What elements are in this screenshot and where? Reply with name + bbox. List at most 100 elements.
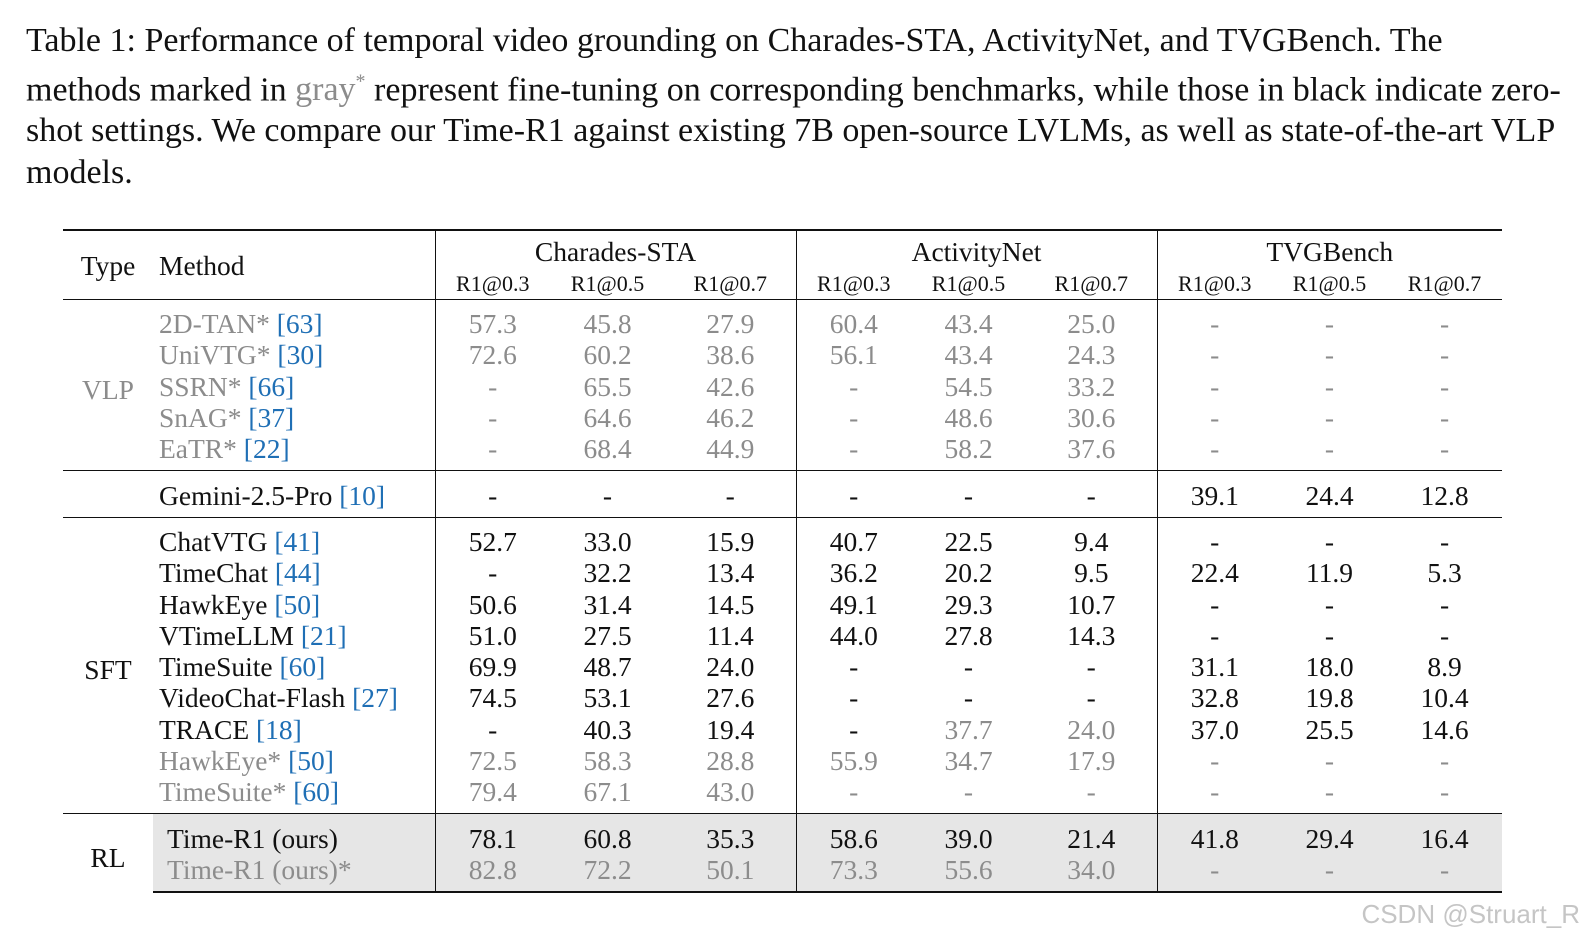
citation-link[interactable]: [50] xyxy=(274,588,321,620)
value-cell: 24.0 xyxy=(1067,713,1116,745)
value-cell: 82.8 xyxy=(434,853,550,894)
value-cell: 50.6 xyxy=(434,588,550,620)
citation-link[interactable]: [22] xyxy=(243,433,290,465)
value-cell: 42.6 xyxy=(706,370,755,402)
method-cell: Gemini-2.5-Pro [10] xyxy=(153,470,435,518)
watermark: CSDN @Struart_R xyxy=(1361,899,1580,929)
value-cell: - xyxy=(795,401,911,434)
value-cell: 74.5 xyxy=(434,682,550,714)
citation-link[interactable]: [18] xyxy=(256,713,302,745)
value-cell: 72.5 xyxy=(434,744,550,777)
value-cell: 48.6 xyxy=(944,402,993,434)
value-cell: - xyxy=(1439,588,1450,620)
method-cell: SnAG* [37] xyxy=(153,402,435,433)
value-cell: 34.0 xyxy=(1026,853,1158,894)
value-cell: 36.2 xyxy=(795,557,911,589)
value-cell: - xyxy=(1156,776,1273,814)
value-cell: 11.4 xyxy=(706,619,754,651)
value-cell: - xyxy=(963,651,974,683)
table-row: TimeChat [44] -32.2 13.4 36.2 20.2 9.5 22.4 11.… xyxy=(63,557,1502,589)
method-cell: TRACE [18] xyxy=(153,714,435,745)
citation-link[interactable]: [63] xyxy=(276,308,323,340)
method-cell: Time-R1 (ours) xyxy=(153,813,435,854)
value-cell: - xyxy=(1387,853,1503,894)
value-cell: 53.1 xyxy=(583,682,632,714)
value-cell: 9.5 xyxy=(1074,557,1109,589)
value-cell: 16.4 xyxy=(1387,813,1503,854)
value-cell: - xyxy=(1324,402,1335,434)
value-cell: - xyxy=(795,433,911,471)
citation-link[interactable]: [21] xyxy=(300,619,347,651)
value-cell: 18.0 xyxy=(1305,651,1354,683)
value-cell: 78.1 xyxy=(434,813,550,854)
method-name: Time-R1 (ours) xyxy=(167,822,338,854)
header-method: Method xyxy=(153,229,435,300)
method-name: ChatVTG xyxy=(159,525,268,557)
value-cell: - xyxy=(1324,339,1335,371)
value-cell: 19.8 xyxy=(1305,682,1354,714)
method-cell: ChatVTG [41] xyxy=(153,516,435,558)
citation-link[interactable]: [27] xyxy=(352,682,398,714)
value-cell: 32.8 xyxy=(1156,682,1273,714)
value-cell: 17.9 xyxy=(1067,745,1116,776)
value-cell: 58.2 xyxy=(944,433,993,465)
value-cell: - xyxy=(1156,853,1273,894)
value-cell: 73.3 xyxy=(795,853,911,894)
value-cell: 27.9 xyxy=(706,308,755,340)
value-cell: 67.1 xyxy=(583,776,632,808)
citation-link[interactable]: [10] xyxy=(339,479,386,511)
citation-link[interactable]: [30] xyxy=(277,339,324,371)
value-cell: 43.4 xyxy=(944,308,993,340)
value-cell: - xyxy=(795,650,911,683)
value-cell: - xyxy=(963,682,974,714)
value-cell: 41.8 xyxy=(1156,813,1273,854)
value-cell: 64.6 xyxy=(583,402,632,434)
value-cell: - xyxy=(1324,776,1335,808)
value-cell: - xyxy=(1324,370,1335,402)
method-cell: TimeChat [44] xyxy=(153,557,435,588)
citation-link[interactable]: [50] xyxy=(288,745,334,776)
value-cell: 51.0 xyxy=(434,619,550,651)
section-type-label xyxy=(63,470,153,518)
citation-link[interactable]: [37] xyxy=(248,402,295,434)
value-cell: 40.3 xyxy=(583,713,632,745)
value-cell: - xyxy=(1324,619,1335,651)
section-type-label: VLP xyxy=(82,373,134,405)
method-cell: 2D-TAN* [63] xyxy=(153,300,435,340)
value-cell: 29.3 xyxy=(944,588,993,620)
value-cell: - xyxy=(1156,339,1273,371)
method-name: VTimeLLM xyxy=(159,619,294,651)
citation-link[interactable]: [41] xyxy=(274,525,321,557)
value-cell: - xyxy=(434,557,550,589)
citation-link[interactable]: [44] xyxy=(274,557,321,589)
method-name: TimeSuite xyxy=(159,651,273,683)
table-row: HawkEye* [50] 72.5 58.3 28.8 55.9 34.7 17.9- - - xyxy=(63,744,1502,777)
value-cell: - xyxy=(1272,516,1388,558)
table-row: TimeSuite [60] 69.9 48.7 24.0- - -31.1 18.0 8.9 xyxy=(63,650,1502,683)
value-cell: 33.0 xyxy=(550,516,665,558)
metric-header-1-2: R1@0.7 xyxy=(1026,267,1158,300)
table-row: VideoChat-Flash [27] 74.5 53.1 27.6- - -32.8 1… xyxy=(63,682,1502,714)
value-cell: - xyxy=(1439,402,1450,434)
method-name: TRACE xyxy=(159,713,250,745)
value-cell: 48.7 xyxy=(583,651,632,683)
value-cell: 21.4 xyxy=(1026,813,1158,854)
method-name: HawkEye xyxy=(159,588,268,620)
caption-part2: represent fine-tuning on corresponding b… xyxy=(26,70,1561,191)
citation-link[interactable]: [66] xyxy=(248,370,295,402)
value-cell: - xyxy=(1272,853,1388,894)
citation-link[interactable]: [60] xyxy=(293,776,340,808)
results-table: Type Method Charades-STA ActivityNet TVG… xyxy=(63,229,1503,894)
table-row: VTimeLLM [21] 51.0 27.5 11.4 44.0 27.8 14.3- - - xyxy=(63,619,1502,651)
table-row: EaTR* [22] -68.4 44.9-58.2 37.6- - - xyxy=(63,433,1502,471)
value-cell: - xyxy=(1439,776,1450,808)
value-cell: - xyxy=(434,401,550,434)
metric-header-row: R1@0.3 R1@0.5 R1@0.7 R1@0.3 R1@0.5 R1@0.7 R1@0… xyxy=(63,267,1503,300)
method-cell: Time-R1 (ours)* xyxy=(153,853,435,894)
citation-link[interactable]: [60] xyxy=(279,651,326,683)
value-cell: 8.9 xyxy=(1427,651,1462,683)
value-cell: 31.1 xyxy=(1156,650,1273,683)
table-row: HawkEye [50] 50.6 31.4 14.5 49.1 29.3 10.7- - - xyxy=(63,588,1502,620)
value-cell: - xyxy=(1324,588,1335,620)
value-cell: - xyxy=(1387,516,1503,558)
